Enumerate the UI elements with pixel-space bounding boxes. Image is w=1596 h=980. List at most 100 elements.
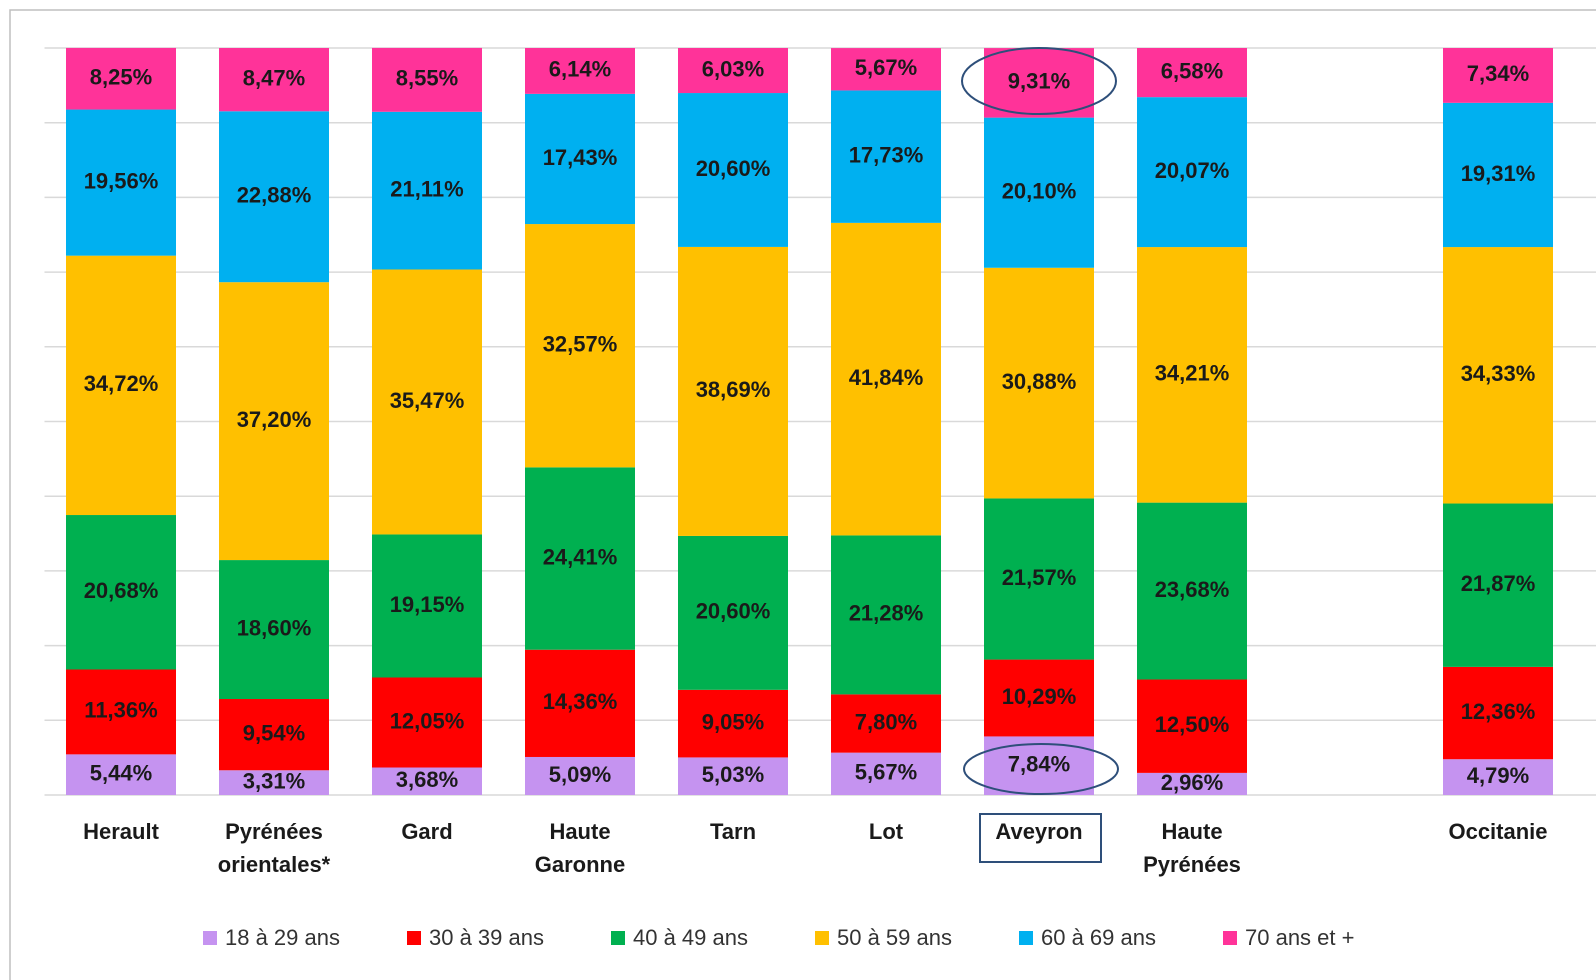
bar-segment [372, 767, 482, 795]
bar-segment [831, 752, 941, 795]
x-tick-label: Tarn [709, 819, 757, 844]
bar-segment [1137, 772, 1247, 795]
data-label: 21,11% [390, 176, 463, 201]
data-label: 5,03% [702, 762, 764, 787]
data-label: 21,87% [1461, 571, 1536, 596]
bar-segment [372, 677, 482, 768]
bar-segment [525, 467, 635, 650]
legend-label: 30 à 39 ans [429, 925, 544, 950]
data-label: 10,29% [1002, 684, 1077, 709]
bar-segment [219, 560, 329, 700]
highlight-ellipse [961, 47, 1117, 115]
legend-swatch [203, 931, 217, 945]
bar-segment [1443, 759, 1553, 795]
bar-segment [678, 757, 788, 795]
data-label: 32,57% [543, 332, 618, 357]
data-label: 34,33% [1461, 361, 1536, 386]
legend-label: 60 à 69 ans [1041, 925, 1156, 950]
bar-segment [678, 689, 788, 758]
data-label: 20,60% [696, 156, 771, 181]
bar-segment [372, 47, 482, 112]
bar-segment [1137, 247, 1247, 503]
bar-segment [1443, 48, 1553, 103]
legend-swatch [1019, 931, 1033, 945]
bar-segment [372, 269, 482, 535]
bar-segment [66, 255, 176, 516]
legend-swatch [407, 931, 421, 945]
data-label: 17,73% [849, 142, 924, 167]
x-tick-label: Haute Pyrénées [1143, 819, 1241, 877]
x-tick-label: Haute Garonne [534, 819, 626, 877]
legend-swatch [1223, 931, 1237, 945]
data-label: 14,36% [543, 689, 618, 714]
data-label: 18,60% [237, 615, 312, 640]
bar-segment [66, 47, 176, 110]
x-tick-label: Pyrénées orientales* [217, 819, 331, 877]
legend-swatch [611, 931, 625, 945]
bar-segment [525, 756, 635, 795]
chart-frame [9, 9, 1596, 980]
bar-segment [678, 535, 788, 690]
bar-segment [984, 267, 1094, 499]
x-tick-label: Occitanie [1448, 819, 1548, 844]
bar-segment [1137, 97, 1247, 248]
data-label: 8,47% [243, 65, 305, 90]
x-tick-label: Lot [868, 819, 904, 844]
highlight-box [979, 813, 1102, 863]
bar-segment [984, 48, 1094, 118]
data-label: 23,68% [1155, 577, 1230, 602]
data-label: 4,79% [1467, 763, 1529, 788]
x-tick-label: Gard [401, 819, 453, 844]
bar-segment [831, 90, 941, 223]
x-tick-label: Aveyron [995, 819, 1083, 844]
bar-segment [219, 282, 329, 561]
bar-segment [984, 117, 1094, 268]
data-label: 38,69% [696, 377, 771, 402]
legend-label: 18 à 29 ans [225, 925, 340, 950]
data-label: 34,72% [84, 371, 159, 396]
bar-segment [678, 48, 788, 94]
data-label: 21,57% [1002, 565, 1077, 590]
data-label: 5,09% [549, 762, 611, 787]
data-label: 24,41% [543, 544, 618, 569]
data-label: 8,55% [396, 66, 458, 91]
data-label: 35,47% [390, 388, 465, 413]
data-label: 6,58% [1161, 58, 1223, 83]
data-label: 22,88% [237, 183, 312, 208]
legend-swatch [815, 931, 829, 945]
bar-segment [831, 48, 941, 91]
bar-segment [66, 109, 176, 256]
bar-segment [678, 93, 788, 247]
bar-segment [525, 224, 635, 468]
bar-segment [219, 770, 329, 795]
data-label: 12,05% [390, 708, 465, 733]
bar-segment [984, 498, 1094, 660]
legend-label: 70 ans et + [1245, 925, 1354, 950]
bar-segment [66, 754, 176, 795]
data-label: 6,03% [702, 56, 764, 81]
bar-segment [66, 669, 176, 755]
data-label: 19,31% [1461, 161, 1536, 186]
data-label: 34,21% [1155, 361, 1230, 386]
bar-segment [525, 649, 635, 757]
bar-segment [372, 111, 482, 270]
bar-segment [831, 694, 941, 753]
data-label: 20,07% [1155, 158, 1230, 183]
data-label: 11,36% [84, 698, 157, 723]
data-label: 21,28% [849, 601, 924, 626]
highlight-ellipse [963, 743, 1119, 795]
data-label: 19,15% [390, 592, 465, 617]
data-label: 9,54% [243, 720, 305, 745]
bar-segment [1443, 503, 1553, 667]
data-label: 12,50% [1155, 712, 1230, 737]
data-label: 9,05% [702, 709, 764, 734]
data-label: 12,36% [1461, 699, 1536, 724]
data-label: 7,80% [855, 709, 917, 734]
bar-segment [1137, 502, 1247, 680]
bar-segment [1137, 679, 1247, 773]
data-label: 5,44% [90, 760, 152, 785]
data-label: 41,84% [849, 365, 924, 390]
data-label: 20,10% [1002, 179, 1077, 204]
